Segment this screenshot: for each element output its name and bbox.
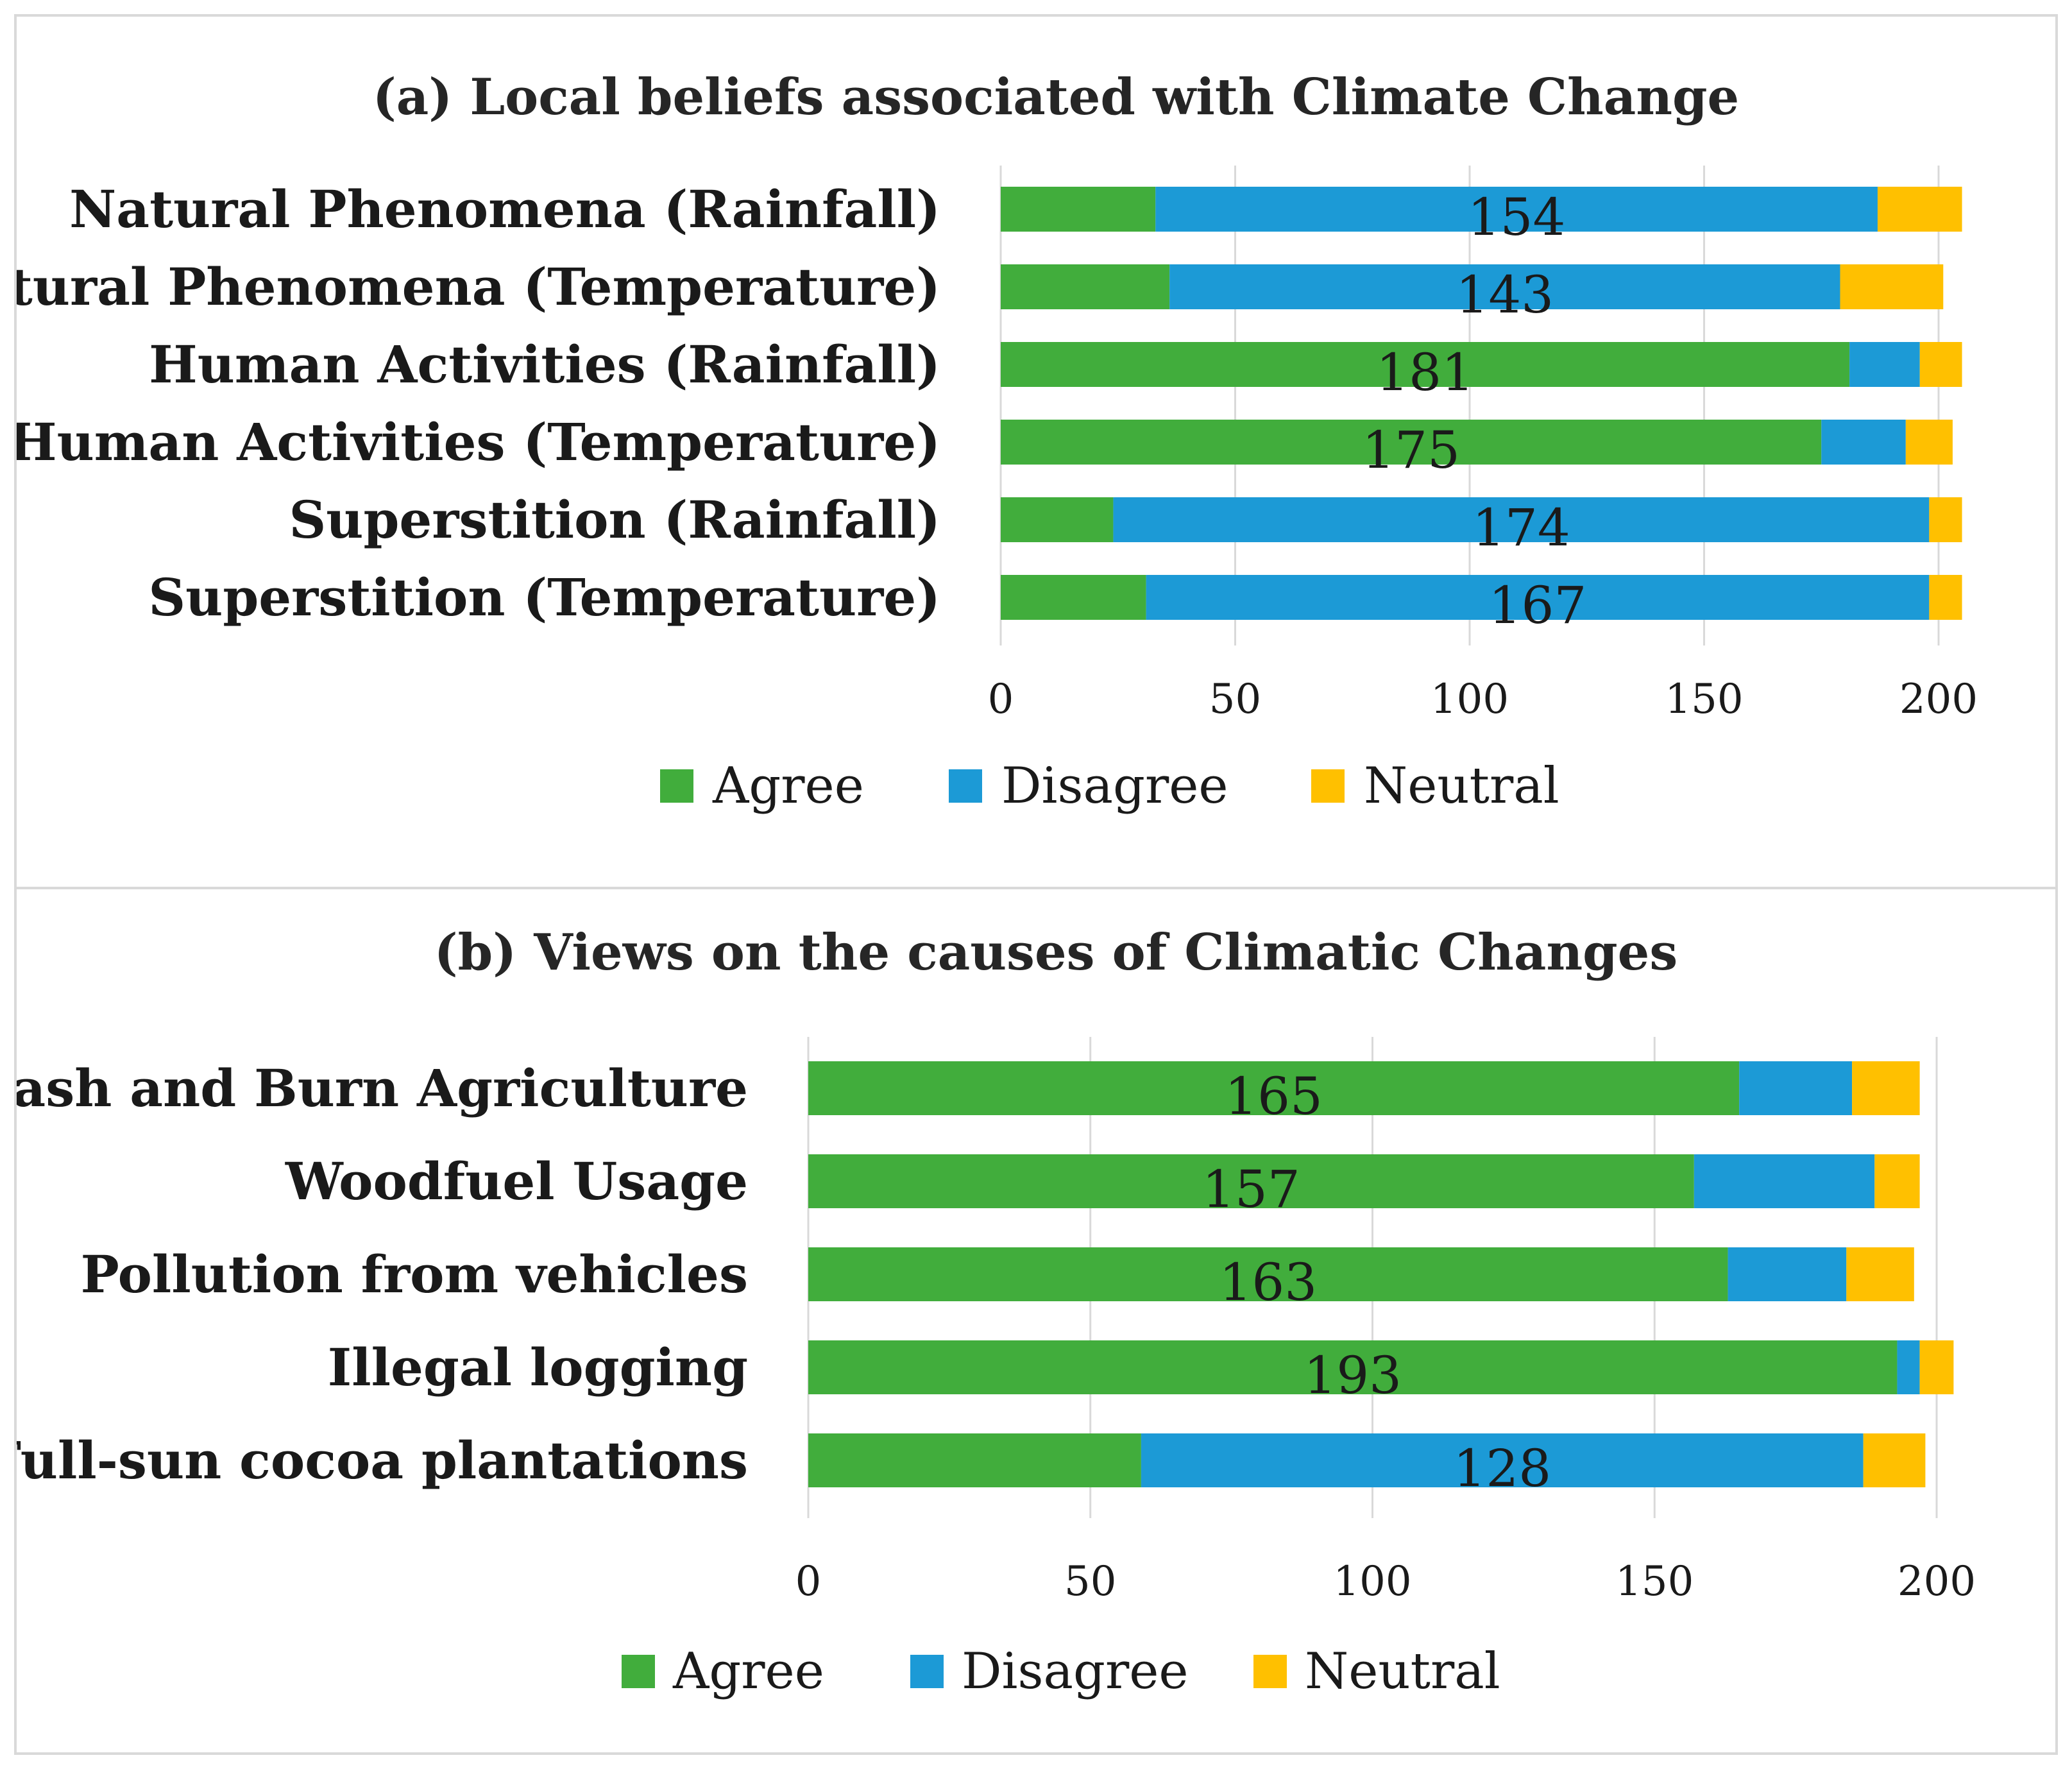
bar-agree [808,1154,1694,1208]
chart-b-svg: (b) Views on the causes of Climatic Chan… [17,923,1976,1700]
bar-agree [808,1061,1740,1115]
chart-b-title: (b) Views on the causes of Climatic Chan… [434,923,1677,982]
category-label: Woodfuel Usage [285,1151,748,1211]
category-label: Full-sun cocoa plantations [17,1430,748,1491]
legend-swatch-neutral [1253,1655,1287,1688]
chart-panel-a: (a) Local beliefs associated with Climat… [14,14,2058,889]
bar-neutral [1919,1340,1954,1394]
bar-disagree [1146,575,1930,620]
x-tick-label: 150 [1665,676,1743,723]
legend-label-disagree: Disagree [962,1643,1189,1700]
bar-disagree [1897,1340,1920,1394]
legend-label-agree: Agree [672,1643,824,1700]
legend-label-agree: Agree [712,757,864,815]
bar-neutral [1919,342,1962,387]
bar-neutral [1874,1154,1920,1208]
legend-swatch-agree [660,769,693,803]
category-label: Illegal logging [328,1337,748,1397]
legend-swatch-agree [622,1655,655,1688]
bar-agree [808,1433,1141,1487]
data-label: 128 [1453,1439,1551,1498]
bar-disagree [1141,1433,1864,1487]
data-label: 167 [1489,576,1587,635]
legend-label-neutral: Neutral [1305,1643,1500,1700]
bar-agree [808,1340,1898,1394]
bar-neutral [1929,497,1962,542]
data-label: 143 [1456,265,1554,325]
category-label: Superstition (Temperature) [148,567,940,628]
data-label: 157 [1202,1159,1300,1219]
bar-agree [1001,264,1170,309]
x-tick-label: 0 [988,676,1014,723]
data-label: 174 [1472,498,1570,558]
legend-swatch-neutral [1311,769,1345,803]
data-label: 165 [1225,1066,1323,1126]
category-label: Natural Phenomena (Rainfall) [69,179,940,239]
bar-neutral [1863,1433,1926,1487]
data-label: 154 [1468,187,1566,247]
data-label: 181 [1376,343,1474,402]
bar-neutral [1852,1061,1920,1115]
bar-neutral [1840,264,1944,309]
chart-a-title: (a) Local beliefs associated with Climat… [373,68,1739,126]
chart-a-legend: Agree Disagree Neutral [660,757,1559,815]
bar-disagree [1113,497,1930,542]
bar-agree [1001,497,1114,542]
x-tick-label: 150 [1615,1558,1694,1605]
bar-agree [1001,342,1850,387]
chart-a-svg: (a) Local beliefs associated with Climat… [17,68,1978,815]
chart-a-category-labels: Natural Phenomena (Rainfall) Natural Phen… [17,179,940,628]
bar-agree [1001,187,1156,232]
x-tick-label: 100 [1333,1558,1411,1605]
bar-disagree [1728,1247,1847,1301]
x-tick-label: 200 [1898,1558,1976,1605]
legend-label-neutral: Neutral [1364,757,1559,815]
x-tick-label: 50 [1209,676,1261,723]
bar-disagree [1739,1061,1853,1115]
chart-panel-b: (b) Views on the causes of Climatic Chan… [14,887,2058,1755]
chart-a-gridlines [999,166,1940,645]
chart-b-x-ticks: 0 50 100 150 200 [795,1558,1976,1605]
legend-swatch-disagree [949,769,982,803]
bar-disagree [1155,187,1878,232]
category-label: Pollution from vehicles [81,1244,748,1304]
chart-b-legend: Agree Disagree Neutral [622,1643,1500,1700]
category-label: Superstition (Rainfall) [289,490,940,550]
bar-disagree [1849,342,1920,387]
x-tick-label: 200 [1899,676,1978,723]
bar-neutral [1877,187,1962,232]
category-label: Human Activities (Rainfall) [149,334,940,395]
bar-agree [1001,420,1822,465]
chart-b-category-labels: Slash and Burn Agriculture Woodfuel Usage… [17,1058,748,1491]
x-tick-label: 0 [795,1558,822,1605]
bar-agree [808,1247,1728,1301]
category-label: Natural Phenomena (Temperature) [17,257,940,317]
bar-agree [1001,575,1146,620]
chart-a-bars [1001,187,1962,620]
bar-neutral [1905,420,1953,465]
chart-b-data-labels: 165 157 163 193 128 [1202,1066,1551,1498]
bar-neutral [1846,1247,1914,1301]
x-tick-label: 100 [1431,676,1509,723]
bar-neutral [1929,575,1962,620]
x-tick-label: 50 [1064,1558,1116,1605]
legend-swatch-disagree [910,1655,944,1688]
chart-b-bars [808,1061,1954,1487]
chart-a-x-ticks: 0 50 100 150 200 [988,676,1978,723]
category-label: Slash and Burn Agriculture [17,1058,748,1118]
data-label: 175 [1362,420,1460,480]
bar-disagree [1694,1154,1875,1208]
data-label: 163 [1219,1252,1317,1312]
category-label: Human Activities (Temperature) [17,412,940,472]
bar-disagree [1169,264,1840,309]
data-label: 193 [1303,1346,1402,1405]
legend-label-disagree: Disagree [1001,757,1228,815]
bar-disagree [1821,420,1906,465]
